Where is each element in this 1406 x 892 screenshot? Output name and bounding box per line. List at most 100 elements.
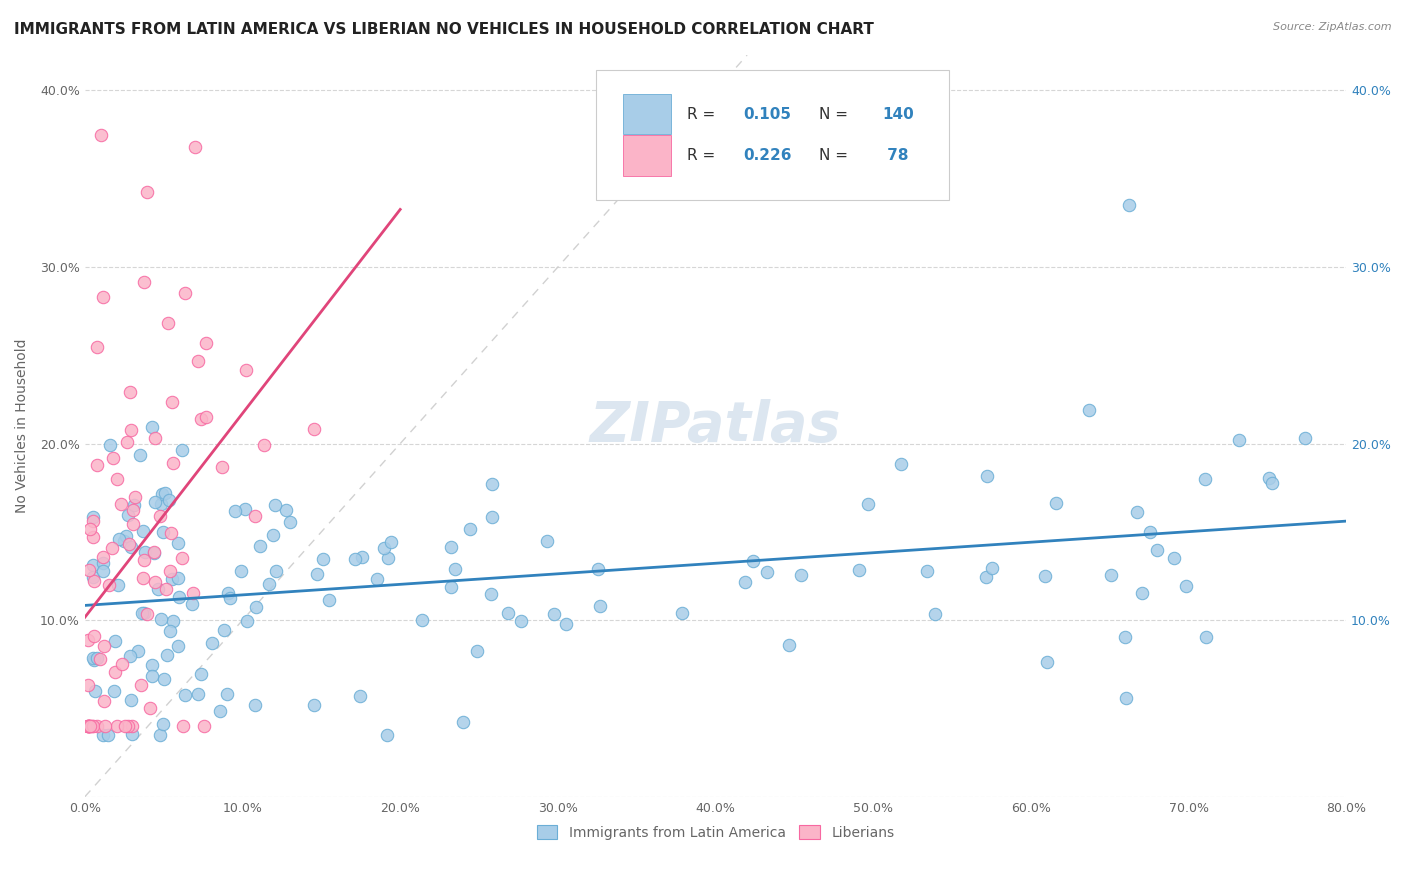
Point [105, 472, 128, 486]
Point [194, 336, 217, 351]
Point [1227, 433, 1250, 447]
Point [120, 540, 142, 554]
Point [536, 534, 558, 549]
Point [249, 540, 271, 554]
Point [143, 495, 166, 509]
Point [152, 717, 174, 731]
Point [120, 385, 142, 400]
Point [83, 629, 105, 643]
Point [193, 719, 215, 733]
Point [91, 728, 114, 742]
Point [1118, 198, 1140, 212]
Point [104, 634, 127, 648]
Point [211, 460, 233, 475]
Point [77, 719, 100, 733]
Point [229, 565, 252, 579]
Point [93, 564, 115, 578]
Point [149, 509, 172, 524]
Point [259, 577, 281, 591]
Point [215, 687, 238, 701]
Point [121, 727, 143, 741]
Point [1163, 551, 1185, 566]
Point [82, 510, 104, 524]
Point [118, 648, 141, 663]
Point [136, 607, 159, 621]
Point [112, 534, 135, 549]
Point [312, 552, 335, 566]
Point [77, 719, 100, 733]
Point [98, 438, 121, 452]
FancyBboxPatch shape [596, 70, 949, 200]
Point [589, 599, 612, 613]
Point [83, 684, 105, 698]
Point [380, 535, 402, 549]
Point [167, 536, 190, 550]
Point [976, 469, 998, 483]
Point [755, 565, 778, 579]
Point [93, 694, 115, 708]
Point [134, 545, 156, 559]
Text: R =: R = [686, 107, 720, 121]
Point [98, 578, 121, 592]
Point [481, 510, 503, 524]
Point [496, 606, 519, 620]
Point [1195, 630, 1218, 644]
Point [208, 704, 231, 718]
Point [181, 597, 204, 611]
Point [152, 525, 174, 540]
Text: ZIPatlas: ZIPatlas [589, 399, 841, 453]
Point [1099, 568, 1122, 582]
Text: 0.105: 0.105 [744, 107, 792, 121]
Point [235, 363, 257, 377]
Point [82, 514, 104, 528]
Point [671, 606, 693, 620]
Point [131, 607, 153, 621]
Point [162, 456, 184, 470]
Point [1036, 655, 1059, 669]
Point [194, 409, 217, 424]
Point [105, 719, 128, 733]
Point [344, 552, 367, 566]
Point [139, 701, 162, 715]
Point [304, 698, 326, 713]
Point [162, 614, 184, 628]
Point [278, 516, 301, 530]
Point [82, 651, 104, 665]
Point [172, 551, 194, 566]
Point [79, 719, 101, 733]
Point [187, 354, 209, 368]
Point [121, 503, 143, 517]
Point [1146, 542, 1168, 557]
Point [86, 340, 108, 354]
Point [214, 623, 236, 637]
Point [262, 527, 284, 541]
Point [103, 684, 125, 698]
Point [1045, 496, 1067, 510]
Point [974, 570, 997, 584]
Point [162, 573, 184, 587]
Point [1077, 403, 1099, 417]
Point [1139, 524, 1161, 539]
Point [349, 689, 371, 703]
Text: 0.226: 0.226 [744, 148, 792, 163]
Point [83, 574, 105, 588]
Point [274, 503, 297, 517]
Point [132, 571, 155, 585]
Point [79, 523, 101, 537]
Point [479, 587, 502, 601]
Point [159, 526, 181, 541]
Point [444, 562, 467, 576]
Legend: Immigrants from Latin America, Liberians: Immigrants from Latin America, Liberians [531, 820, 900, 846]
Point [128, 448, 150, 462]
Point [86, 458, 108, 473]
Point [187, 687, 209, 701]
FancyBboxPatch shape [623, 136, 672, 176]
Point [155, 582, 177, 596]
Point [83, 653, 105, 667]
Point [481, 477, 503, 491]
Point [184, 140, 207, 154]
Text: 140: 140 [882, 107, 914, 121]
Point [82, 569, 104, 583]
Point [134, 275, 156, 289]
Point [218, 591, 240, 605]
